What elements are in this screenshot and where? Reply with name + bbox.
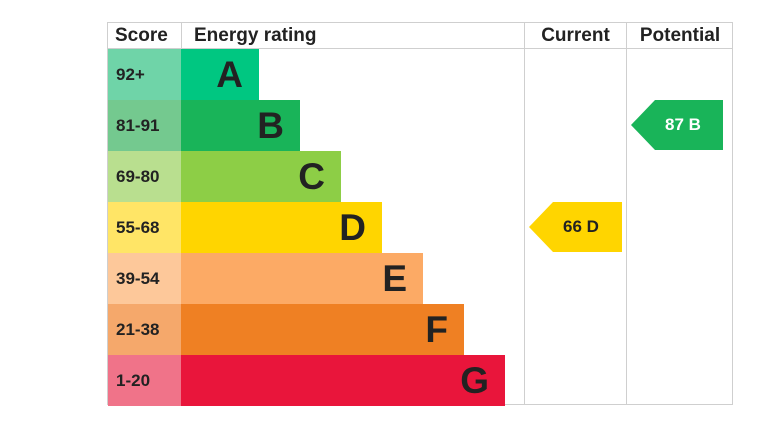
band-bar-c: C [181,151,341,202]
band-row-d: 55-68 D [108,202,732,253]
band-letter: D [339,207,366,248]
energy-rating-chart: Score Energy rating Current Potential 92… [107,22,733,406]
band-letter: B [257,105,284,146]
band-letter: E [382,258,407,299]
band-row-f: 21-38 F [108,304,732,355]
current-rating-label: 66 D [563,217,599,236]
band-score-range: 55-68 [108,202,181,253]
band-row-e: 39-54 E [108,253,732,304]
band-letter: C [298,156,325,197]
header-energy-rating: Energy rating [194,25,317,46]
band-row-b: 81-91 B [108,100,732,151]
band-score-range: 1-20 [108,355,181,406]
band-letter: A [216,54,243,95]
band-bar-b: B [181,100,300,151]
column-divider [626,23,627,404]
column-divider [524,23,525,404]
band-bar-d: D [181,202,382,253]
band-score-range: 39-54 [108,253,181,304]
band-score-range: 21-38 [108,304,181,355]
band-bar-g: G [181,355,505,406]
band-bar-a: A [181,49,259,100]
band-row-g: 1-20 G [108,355,732,406]
band-score-range: 92+ [108,49,181,100]
header-divider [108,48,732,49]
potential-rating-label: 87 B [665,115,701,134]
band-letter: F [425,309,448,350]
header-score: Score [115,25,168,46]
header-current: Current [541,25,610,46]
band-bar-f: F [181,304,464,355]
band-row-c: 69-80 C [108,151,732,202]
band-letter: G [460,360,489,401]
band-row-a: 92+ A [108,49,732,100]
header-potential: Potential [639,25,721,46]
band-bar-e: E [181,253,423,304]
band-score-range: 69-80 [108,151,181,202]
band-score-range: 81-91 [108,100,181,151]
